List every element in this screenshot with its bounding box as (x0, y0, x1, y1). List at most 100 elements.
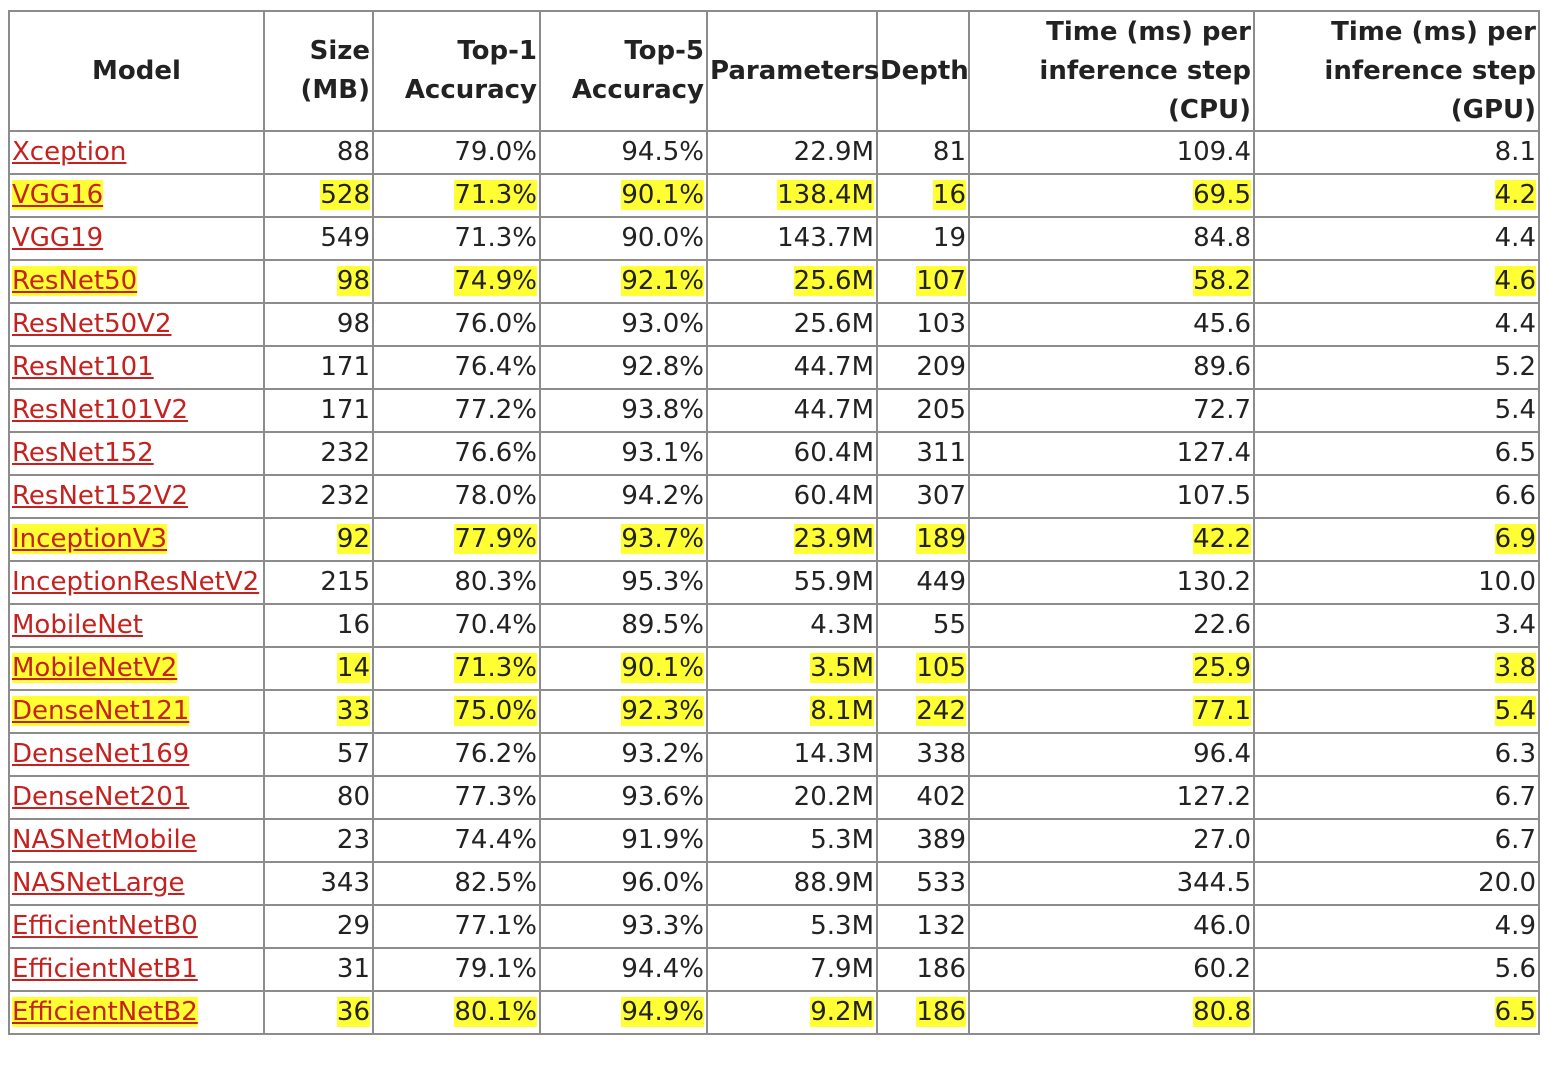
cell-cpu-time: 46.0 (968, 904, 1255, 949)
cell-model: ResNet101 (8, 345, 265, 390)
cell-top5-accuracy-value: 93.2% (621, 739, 704, 769)
cell-size: 171 (263, 345, 374, 390)
cell-parameters: 25.6M (706, 259, 878, 304)
cell-top5-accuracy: 93.6% (539, 775, 708, 820)
model-link[interactable]: NASNetLarge (12, 868, 185, 898)
cell-top1-accuracy: 77.1% (372, 904, 541, 949)
model-link[interactable]: MobileNet (12, 610, 143, 640)
cell-top5-accuracy-value: 93.0% (621, 309, 704, 339)
cell-gpu-time: 20.0 (1253, 861, 1540, 906)
model-link[interactable]: InceptionResNetV2 (12, 567, 260, 597)
cell-size: 80 (263, 775, 374, 820)
cell-gpu-time: 5.2 (1253, 345, 1540, 390)
header-parameters: Parameters (706, 10, 879, 132)
cell-top5-accuracy: 93.3% (539, 904, 708, 949)
cell-cpu-time-value: 69.5 (1193, 180, 1251, 210)
cell-parameters: 3.5M (706, 646, 878, 691)
cell-size: 36 (263, 990, 374, 1035)
cell-top1-accuracy: 74.9% (372, 259, 541, 304)
cell-cpu-time-value: 107.5 (1176, 481, 1251, 511)
model-link[interactable]: EfficientNetB2 (12, 997, 198, 1027)
cell-size: 98 (263, 259, 374, 304)
model-link[interactable]: VGG19 (12, 223, 104, 253)
cell-parameters: 44.7M (706, 345, 878, 390)
cell-top5-accuracy-value: 92.3% (621, 696, 704, 726)
cell-cpu-time: 45.6 (968, 302, 1255, 347)
cell-gpu-time: 6.5 (1253, 431, 1540, 476)
cell-gpu-time: 6.7 (1253, 818, 1540, 863)
cell-top5-accuracy: 93.0% (539, 302, 708, 347)
cell-top1-accuracy-value: 75.0% (454, 696, 537, 726)
cell-gpu-time: 5.4 (1253, 689, 1540, 734)
cell-gpu-time-value: 6.7 (1494, 782, 1536, 812)
cell-gpu-time: 4.9 (1253, 904, 1540, 949)
model-link[interactable]: DenseNet121 (12, 696, 190, 726)
cell-size-value: 232 (320, 481, 370, 511)
cell-top1-accuracy-value: 74.9% (454, 266, 537, 296)
cell-cpu-time-value: 22.6 (1193, 610, 1251, 640)
model-link[interactable]: InceptionV3 (12, 524, 168, 554)
cell-parameters-value: 44.7M (793, 395, 874, 425)
cell-top5-accuracy-value: 93.3% (621, 911, 704, 941)
cell-top5-accuracy-value: 92.1% (621, 266, 704, 296)
cell-top1-accuracy: 76.0% (372, 302, 541, 347)
model-link[interactable]: ResNet50V2 (12, 309, 172, 339)
model-link[interactable]: ResNet152 (12, 438, 154, 468)
cell-size-value: 171 (320, 395, 370, 425)
cell-top5-accuracy: 94.4% (539, 947, 708, 992)
model-link[interactable]: NASNetMobile (12, 825, 197, 855)
cell-depth-value: 311 (916, 438, 966, 468)
model-link[interactable]: DenseNet201 (12, 782, 190, 812)
cell-cpu-time: 96.4 (968, 732, 1255, 777)
model-link[interactable]: EfficientNetB1 (12, 954, 198, 984)
cell-cpu-time-value: 89.6 (1193, 352, 1251, 382)
cell-gpu-time-value: 3.8 (1494, 653, 1536, 683)
cell-size-value: 549 (320, 223, 370, 253)
cell-top1-accuracy-value: 80.3% (454, 567, 537, 597)
cell-model: ResNet152 (8, 431, 265, 476)
cell-gpu-time: 4.4 (1253, 216, 1540, 261)
cell-depth-value: 16 (932, 180, 966, 210)
cell-depth: 189 (876, 517, 970, 562)
cell-parameters: 88.9M (706, 861, 878, 906)
cell-depth-value: 338 (916, 739, 966, 769)
cell-gpu-time: 5.6 (1253, 947, 1540, 992)
cell-gpu-time-value: 6.7 (1494, 825, 1536, 855)
model-link[interactable]: EfficientNetB0 (12, 911, 198, 941)
cell-size: 343 (263, 861, 374, 906)
cell-depth: 55 (876, 603, 970, 648)
model-link[interactable]: DenseNet169 (12, 739, 190, 769)
table-row: InceptionResNetV2 215 80.3% 95.3% 55.9M 449 13… (8, 560, 1540, 605)
cell-size-value: 29 (336, 911, 370, 941)
table-row: ResNet152 232 76.6% 93.1% 60.4M 311 127.4 6.5 (8, 431, 1540, 476)
cell-size-value: 528 (320, 180, 370, 210)
cell-size: 232 (263, 474, 374, 519)
cell-cpu-time: 69.5 (968, 173, 1255, 218)
model-link[interactable]: VGG16 (12, 180, 104, 210)
cell-model: VGG19 (8, 216, 265, 261)
model-link[interactable]: ResNet152V2 (12, 481, 189, 511)
cell-size: 23 (263, 818, 374, 863)
cell-top5-accuracy-value: 93.7% (621, 524, 704, 554)
cell-gpu-time-value: 4.4 (1494, 223, 1536, 253)
table-row: NASNetMobile 23 74.4% 91.9% 5.3M 389 27.0 6.7 (8, 818, 1540, 863)
cell-size-value: 343 (320, 868, 370, 898)
cell-top1-accuracy: 77.3% (372, 775, 541, 820)
model-link[interactable]: ResNet101V2 (12, 395, 189, 425)
cell-top5-accuracy: 90.1% (539, 173, 708, 218)
model-link[interactable]: ResNet101 (12, 352, 154, 382)
cell-cpu-time: 60.2 (968, 947, 1255, 992)
cell-size: 31 (263, 947, 374, 992)
cell-depth: 132 (876, 904, 970, 949)
cell-model: EfficientNetB2 (8, 990, 265, 1035)
cell-top1-accuracy: 74.4% (372, 818, 541, 863)
cell-size: 171 (263, 388, 374, 433)
cell-top5-accuracy: 94.2% (539, 474, 708, 519)
cell-cpu-time: 84.8 (968, 216, 1255, 261)
model-link[interactable]: Xception (12, 137, 127, 167)
cell-top5-accuracy-value: 94.2% (621, 481, 704, 511)
table-body: Xception 88 79.0% 94.5% 22.9M 81 109.4 8.1 VGG16… (8, 130, 1540, 1035)
model-link[interactable]: MobileNetV2 (12, 653, 178, 683)
model-link[interactable]: ResNet50 (12, 266, 138, 296)
cell-parameters: 9.2M (706, 990, 878, 1035)
